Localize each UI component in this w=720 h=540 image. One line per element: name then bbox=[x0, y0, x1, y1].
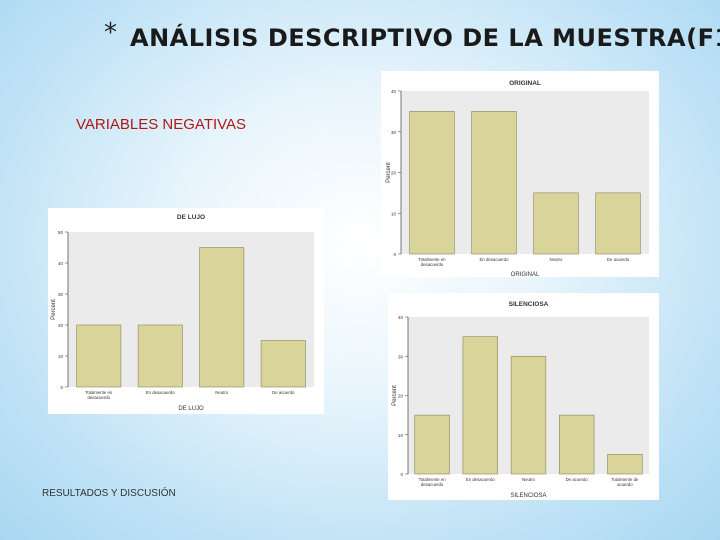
y-tick-label: 30 bbox=[398, 354, 404, 359]
y-tick-label: 20 bbox=[398, 394, 404, 399]
bar bbox=[414, 414, 450, 475]
y-tick-label: 30 bbox=[58, 292, 64, 297]
chart-title: ORIGINAL bbox=[509, 80, 541, 87]
bar bbox=[595, 192, 641, 255]
x-tick-label: En desacuerdo bbox=[146, 390, 176, 395]
slide-title: ANÁLISIS DESCRIPTIVO DE LA MUESTRA(F1) bbox=[130, 24, 720, 52]
x-tick-label: desacuerdo bbox=[421, 262, 444, 267]
x-tick-label: desacuerdo bbox=[421, 482, 444, 487]
y-tick-label: 0 bbox=[393, 252, 396, 257]
bar bbox=[260, 340, 306, 388]
slide-footer: RESULTADOS Y DISCUSIÓN bbox=[42, 488, 176, 499]
chart-panel-original: ORIGINAL 0 10 20 30 40 Percent Totalmente en des… bbox=[381, 71, 659, 277]
chart-de-lujo: DE LUJO 0 10 20 30 40 50 Percent Totalmente ende… bbox=[51, 214, 314, 412]
chart-silenciosa: SILENCIOSA 0 10 20 30 40 Percent Totalmente end… bbox=[392, 301, 649, 499]
bar bbox=[462, 336, 498, 475]
y-tick-label: 40 bbox=[398, 315, 404, 320]
chart-panel-silenciosa: SILENCIOSA 0 10 20 30 40 Percent Totalmente en d… bbox=[388, 293, 659, 500]
chart-panel-de-lujo: DE LUJO 0 10 20 30 40 50 Percent Totalmente en de… bbox=[48, 208, 324, 414]
chart-original: ORIGINAL 0 10 20 30 40 Percent Totalmente endes… bbox=[386, 80, 649, 277]
x-axis-label: ORIGINAL bbox=[511, 272, 540, 277]
bar bbox=[533, 192, 579, 255]
y-tick-label: 40 bbox=[391, 89, 397, 94]
y-tick-label: 10 bbox=[58, 354, 64, 359]
y-tick-label: 0 bbox=[60, 385, 63, 390]
y-tick-label: 20 bbox=[58, 323, 64, 328]
bar bbox=[137, 324, 183, 388]
x-axis-label: SILENCIOSA bbox=[510, 493, 546, 499]
x-tick-label: Totalmente en bbox=[419, 477, 447, 482]
bar bbox=[76, 324, 122, 388]
x-tick-label: En desacuerdo bbox=[466, 477, 496, 482]
bar bbox=[471, 111, 517, 255]
x-axis-label: DE LUJO bbox=[178, 406, 204, 412]
y-tick-label: 0 bbox=[400, 472, 403, 477]
bar bbox=[409, 111, 455, 255]
x-tick-label: De acuerdo bbox=[272, 390, 295, 395]
x-tick-label: De acuerdo bbox=[607, 257, 630, 262]
y-tick-label: 30 bbox=[391, 130, 397, 135]
title-asterisk: * bbox=[104, 18, 117, 48]
slide-subtitle: VARIABLES NEGATIVAS bbox=[76, 116, 247, 133]
x-tick-label: Totalmente en bbox=[85, 390, 113, 395]
y-tick-label: 10 bbox=[391, 211, 397, 216]
y-axis-label: Percent bbox=[392, 385, 398, 406]
y-tick-label: 50 bbox=[58, 230, 64, 235]
x-tick-label: Neutro bbox=[215, 390, 229, 395]
x-tick-label: En desacuerdo bbox=[480, 257, 510, 262]
y-axis-label: Percent bbox=[386, 162, 392, 183]
y-tick-label: 20 bbox=[391, 171, 397, 176]
bar bbox=[199, 247, 245, 388]
y-axis-label: Percent bbox=[51, 299, 57, 320]
y-tick-label: 40 bbox=[58, 261, 64, 266]
x-tick-label: Totalmente de bbox=[611, 477, 639, 482]
x-tick-label: desacuerdo bbox=[88, 395, 111, 400]
x-tick-label: De acuerdo bbox=[566, 477, 589, 482]
bar bbox=[559, 414, 595, 475]
bar bbox=[510, 355, 547, 475]
chart-title: SILENCIOSA bbox=[509, 301, 549, 308]
y-tick-label: 10 bbox=[398, 433, 404, 438]
bar bbox=[607, 454, 643, 475]
x-tick-label: acuerdo bbox=[617, 482, 633, 487]
chart-title: DE LUJO bbox=[177, 214, 205, 221]
x-tick-label: Neutro bbox=[550, 257, 564, 262]
x-tick-label: Neutro bbox=[522, 477, 536, 482]
x-tick-label: Totalmente en bbox=[419, 257, 447, 262]
